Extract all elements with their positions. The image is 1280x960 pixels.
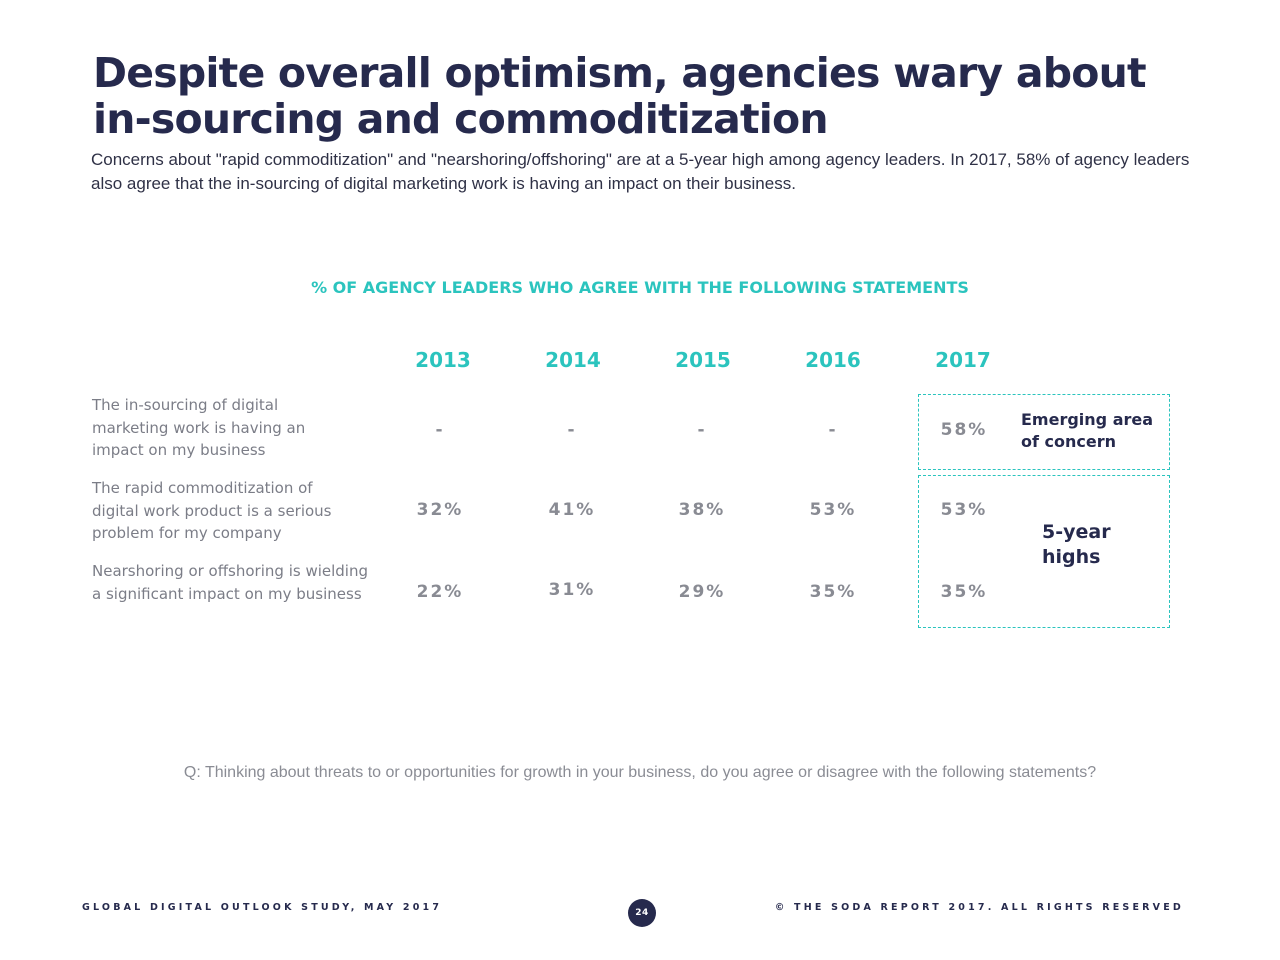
callout-box-emerging <box>918 394 1170 470</box>
callout-5-year-highs-label: 5-year highs <box>1042 521 1111 568</box>
cell-commoditization-2015: 38% <box>678 500 726 520</box>
cell-nearshoring-2014: 31% <box>548 580 596 600</box>
row-label-commoditization: The rapid commoditization of digital wor… <box>92 479 332 542</box>
cell-nearshoring-2013: 22% <box>416 582 464 602</box>
cell-commoditization-2014: 41% <box>548 500 596 520</box>
callout-box-5-year-highs <box>918 475 1170 628</box>
page-number-badge: 24 <box>628 899 656 927</box>
column-header-2016: 2016 <box>805 348 861 372</box>
table-heading: % OF AGENCY LEADERS WHO AGREE WITH THE F… <box>311 278 969 297</box>
cell-insourcing-2017: 58% <box>940 420 988 440</box>
cell-insourcing-2014: - <box>567 420 577 440</box>
survey-question: Q: Thinking about threats to or opportun… <box>183 764 1097 781</box>
cell-nearshoring-2017: 35% <box>940 582 988 602</box>
cell-commoditization-2016: 53% <box>809 500 857 520</box>
footer-study-name: GLOBAL DIGITAL OUTLOOK STUDY, MAY 2017 <box>82 902 443 913</box>
cell-insourcing-2016: - <box>828 420 838 440</box>
cell-nearshoring-2016: 35% <box>809 582 857 602</box>
callout-emerging-label: Emerging area of concern <box>1021 410 1154 451</box>
column-header-2014: 2014 <box>545 348 601 372</box>
page-subtitle: Concerns about "rapid commoditization" a… <box>91 150 1190 193</box>
row-label-insourcing: The in-sourcing of digital marketing wor… <box>92 396 306 459</box>
cell-commoditization-2017: 53% <box>940 500 988 520</box>
footer-copyright: © THE SODA REPORT 2017. ALL RIGHTS RESER… <box>774 902 1184 913</box>
cell-insourcing-2013: - <box>435 420 445 440</box>
page-title: Despite overall optimism, agencies wary … <box>93 49 1147 143</box>
cell-commoditization-2013: 32% <box>416 500 464 520</box>
cell-nearshoring-2015: 29% <box>678 582 726 602</box>
row-label-nearshoring: Nearshoring or offshoring is wielding a … <box>92 562 368 603</box>
cell-insourcing-2015: - <box>697 420 707 440</box>
column-header-2015: 2015 <box>675 348 731 372</box>
column-header-2017: 2017 <box>935 348 991 372</box>
column-header-2013: 2013 <box>415 348 471 372</box>
